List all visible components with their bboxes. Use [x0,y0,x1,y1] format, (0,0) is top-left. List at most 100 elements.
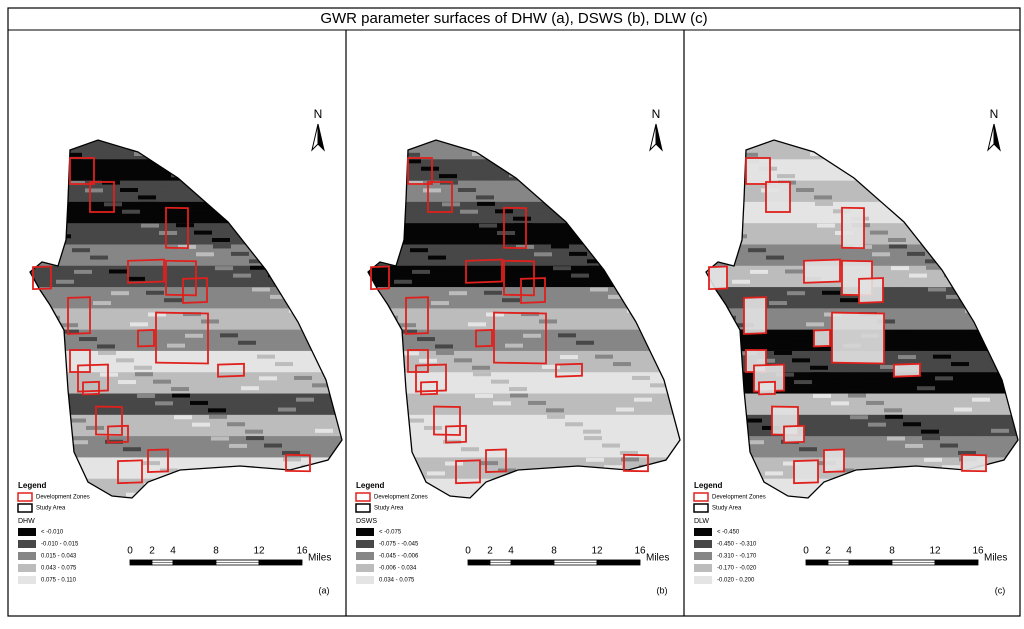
legend-class-label: 0.015 - 0.043 [41,554,77,560]
texture [723,382,741,387]
texture [511,195,529,199]
texture [599,398,617,403]
texture [995,258,1013,263]
texture [510,393,528,398]
texture [152,142,170,147]
texture [509,387,527,392]
legend-class-swatch [356,552,374,560]
texture [949,340,967,345]
texture [662,308,680,313]
texture [592,309,610,314]
texture [160,468,178,473]
texture [652,191,670,196]
texture [534,252,552,257]
texture [254,309,272,314]
texture [368,351,384,356]
texture [716,294,734,299]
texture [926,479,944,484]
scale-label: 4 [170,546,176,557]
texture [971,160,989,165]
texture [138,195,156,200]
texture [785,483,803,488]
legend-class-label: -0.450 - -0.310 [717,542,757,548]
legend-item: Development Zones [36,495,90,501]
development-zone [758,380,776,396]
texture [528,400,546,405]
texture [449,291,467,296]
texture [542,364,560,369]
texture [798,209,816,214]
texture [215,266,233,271]
texture [454,358,472,363]
legend-item: Study Area [374,506,404,512]
texture [912,319,930,324]
development-zone [493,311,547,365]
development-zone [407,157,433,185]
texture [403,373,421,378]
texture [852,436,870,441]
texture [863,141,881,146]
texture [516,244,534,249]
texture [233,273,251,278]
development-zone [783,424,805,444]
texture [976,227,994,232]
texture [870,230,888,235]
texture [840,298,858,303]
texture [463,255,481,260]
texture [923,237,941,242]
scale-segment [467,559,641,563]
texture [848,393,866,398]
development-zone [823,448,845,474]
texture [799,447,817,452]
texture [864,379,882,384]
texture [514,436,532,441]
scale-label: 16 [972,546,984,557]
texture [941,227,959,232]
texture [199,297,217,302]
legend-class-swatch [18,564,36,572]
texture [773,344,791,349]
texture [319,258,337,263]
texture [999,301,1017,306]
texture [569,251,587,256]
development-zone [107,424,129,444]
north-arrow [317,123,325,152]
texture [599,184,617,189]
texture [709,418,727,423]
texture [190,400,208,405]
legend-class-swatch [18,540,36,548]
texture [111,291,129,296]
texture [280,429,298,434]
texture [555,287,573,292]
texture [490,142,508,147]
texture [228,206,246,211]
legend-class-swatch [356,576,374,584]
texture [65,159,83,164]
texture [740,152,758,157]
legend-class-swatch [356,528,374,536]
texture [241,386,259,391]
texture [48,167,66,172]
texture [634,397,652,402]
texture [320,478,338,483]
texture [153,379,171,384]
texture [567,443,585,448]
texture [266,465,284,470]
scale-segment [805,559,979,563]
texture [891,266,909,271]
texture [95,322,113,327]
texture [458,188,476,192]
scale-label: 4 [508,546,514,557]
texture [414,291,432,296]
texture [264,443,282,448]
texture [806,322,824,327]
texture [298,419,316,424]
texture [296,397,314,402]
texture [611,340,629,345]
development-zone [803,258,841,284]
development-zone [427,181,453,213]
texture [472,365,490,370]
texture [616,407,634,412]
development-zone [117,459,143,485]
texture [220,333,238,338]
